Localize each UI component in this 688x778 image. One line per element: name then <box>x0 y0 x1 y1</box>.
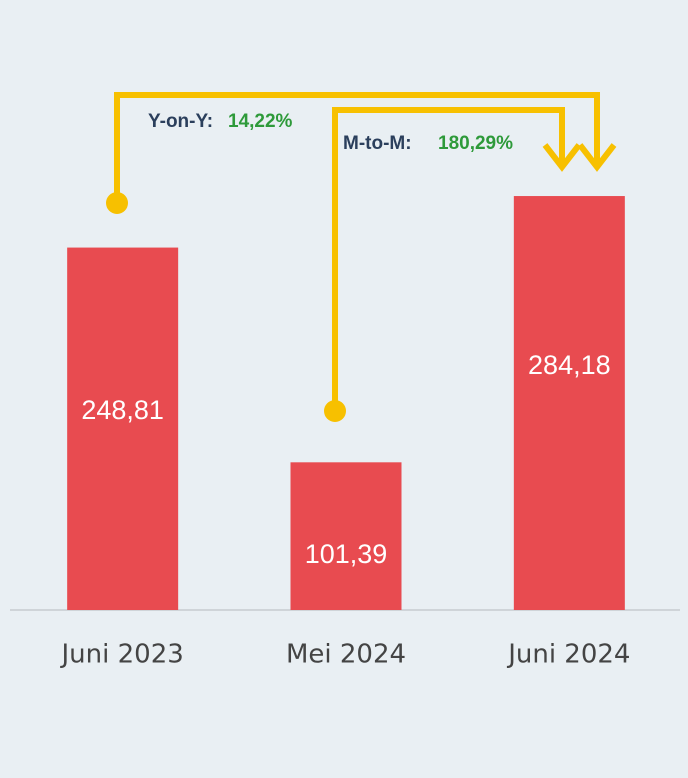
x-tick-label: Mei 2024 <box>286 640 406 670</box>
annotation-label: M-to-M: <box>343 133 412 154</box>
yoy-dot <box>106 192 128 214</box>
annotation-value: 180,29% <box>438 133 513 154</box>
value-label: 248,81 <box>81 395 164 425</box>
mtm-arrowhead <box>542 143 582 172</box>
yoy-arrowhead <box>577 143 617 172</box>
annotation-value: 14,22% <box>228 111 293 132</box>
mtm-dot <box>324 400 346 422</box>
bar <box>67 247 179 610</box>
annotation-label: Y-on-Y: <box>148 111 213 132</box>
bar <box>290 462 402 610</box>
value-label: 101,39 <box>305 539 388 569</box>
arrows <box>114 92 617 411</box>
yoy-arrow <box>114 92 600 203</box>
value-label: 284,18 <box>528 350 611 380</box>
mtm-arrow <box>332 107 565 411</box>
x-tick-label: Juni 2024 <box>506 640 630 670</box>
x-tick-label: Juni 2023 <box>60 640 184 670</box>
bar <box>513 196 625 610</box>
